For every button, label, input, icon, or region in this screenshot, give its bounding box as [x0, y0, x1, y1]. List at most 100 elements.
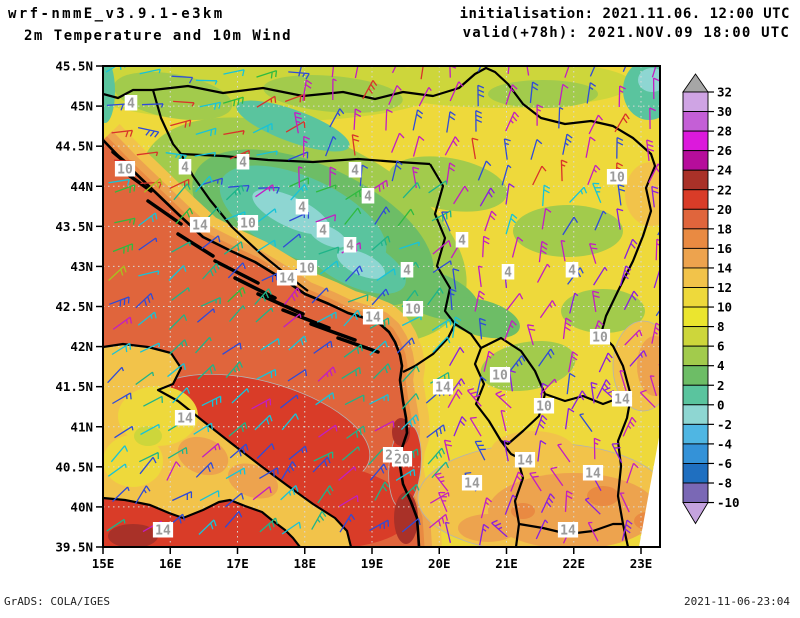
wind-barb [655, 308, 660, 317]
colorbar-segment [682, 111, 709, 132]
contour-label-box [402, 301, 424, 317]
wind-barb [311, 287, 329, 304]
wind-barb [504, 320, 517, 341]
wind-barb [332, 78, 337, 101]
wind-barb [441, 211, 451, 232]
wind-barb [658, 363, 660, 366]
wind-barb [651, 322, 660, 344]
temp-region [134, 426, 162, 446]
wind-barb [345, 265, 363, 282]
island-outline [233, 276, 277, 300]
wind-barb [223, 130, 245, 136]
wind-barb [651, 185, 659, 208]
wind-barb [137, 126, 160, 138]
colorbar-tick-label: -4 [717, 436, 732, 451]
wind-barb [225, 361, 243, 379]
contour-label: 10 [240, 217, 256, 232]
wind-barb [195, 462, 214, 478]
wind-barb [140, 423, 160, 436]
colorbar-tick-label: 16 [717, 241, 732, 256]
wind-barb [614, 113, 630, 133]
wind-barb [171, 287, 190, 301]
wind-barb [282, 233, 302, 248]
wind-barb [478, 317, 487, 340]
wind-barb [388, 85, 402, 106]
wind-barb [646, 139, 655, 161]
wind-barb [194, 151, 217, 157]
wind-barb [588, 243, 598, 264]
wind-barb [195, 127, 217, 137]
wind-barb [284, 287, 301, 305]
island-outline [309, 322, 357, 342]
wind-barb [540, 493, 556, 513]
wind-barb [302, 79, 313, 101]
wind-barb [397, 208, 415, 227]
wind-barb [135, 371, 155, 386]
contour-label: 10 [536, 400, 552, 415]
contour-label-box [361, 188, 375, 204]
wind-barb [111, 129, 134, 138]
wind-barb [281, 413, 299, 431]
contour-label-box [276, 270, 298, 286]
wind-barb [432, 260, 452, 274]
wind-barb [526, 324, 536, 346]
wind-barb [112, 392, 132, 405]
lon-tick-label: 20E [428, 556, 451, 571]
wind-barb [538, 348, 555, 367]
wind-barb [254, 288, 272, 305]
lon-tick-label: 15E [92, 556, 115, 571]
wind-barb [558, 83, 569, 106]
country-border [103, 66, 657, 547]
wind-barb [110, 445, 129, 463]
colorbar-segment [682, 208, 709, 230]
wind-barb [585, 136, 596, 158]
wind-barb [568, 351, 579, 373]
wind-barb [482, 235, 490, 258]
initialisation-time: initialisation: 2021.11.06. 12:00 UTC [459, 6, 790, 22]
temp-region [511, 503, 535, 519]
wind-barb [173, 100, 195, 107]
lat-tick-label: 41N [70, 419, 93, 434]
wind-barb [564, 407, 575, 430]
lat-tick-label: 39.5N [55, 540, 93, 555]
model-title: wrf-nmmE_v3.9.1-e3km [8, 6, 225, 22]
temp-region [488, 80, 598, 108]
contour-label-box [514, 452, 536, 468]
wind-barb [434, 472, 449, 492]
colorbar-tick-label: 6 [717, 339, 725, 354]
temp-region [637, 336, 660, 396]
wind-barb [166, 461, 181, 481]
wind-barb [506, 293, 524, 311]
wind-barb [134, 485, 151, 505]
wind-barb [369, 463, 388, 481]
contour-label: 14 [192, 219, 208, 234]
wind-barb [171, 241, 191, 253]
country-border [103, 496, 301, 547]
wind-barb [401, 393, 420, 410]
wind-barb [652, 77, 660, 100]
wind-barb [530, 139, 543, 160]
wind-barb [167, 446, 188, 459]
temp-region [103, 435, 163, 487]
wind-barb [172, 491, 193, 502]
contour-label: 4 [127, 97, 135, 112]
lat-tick-label: 41.5N [55, 379, 93, 394]
colorbar-tick-label: 32 [717, 85, 732, 100]
wind-barb [344, 207, 362, 225]
contour-label-box [343, 237, 357, 253]
wind-barb [412, 135, 425, 157]
wind-barb [112, 243, 134, 254]
wind-barb [338, 466, 357, 481]
wind-barb [201, 443, 221, 458]
wind-barb [315, 392, 335, 406]
wind-barb [290, 183, 308, 201]
wind-barb [198, 519, 217, 535]
wind-barb [225, 492, 244, 508]
wind-barb [373, 363, 392, 380]
colorbar-segment [682, 306, 709, 328]
wind-barb [339, 513, 356, 533]
wind-barb [255, 307, 274, 323]
wind-barb [256, 95, 277, 108]
contour-label-box [461, 475, 483, 491]
contour-label-box [236, 154, 250, 170]
